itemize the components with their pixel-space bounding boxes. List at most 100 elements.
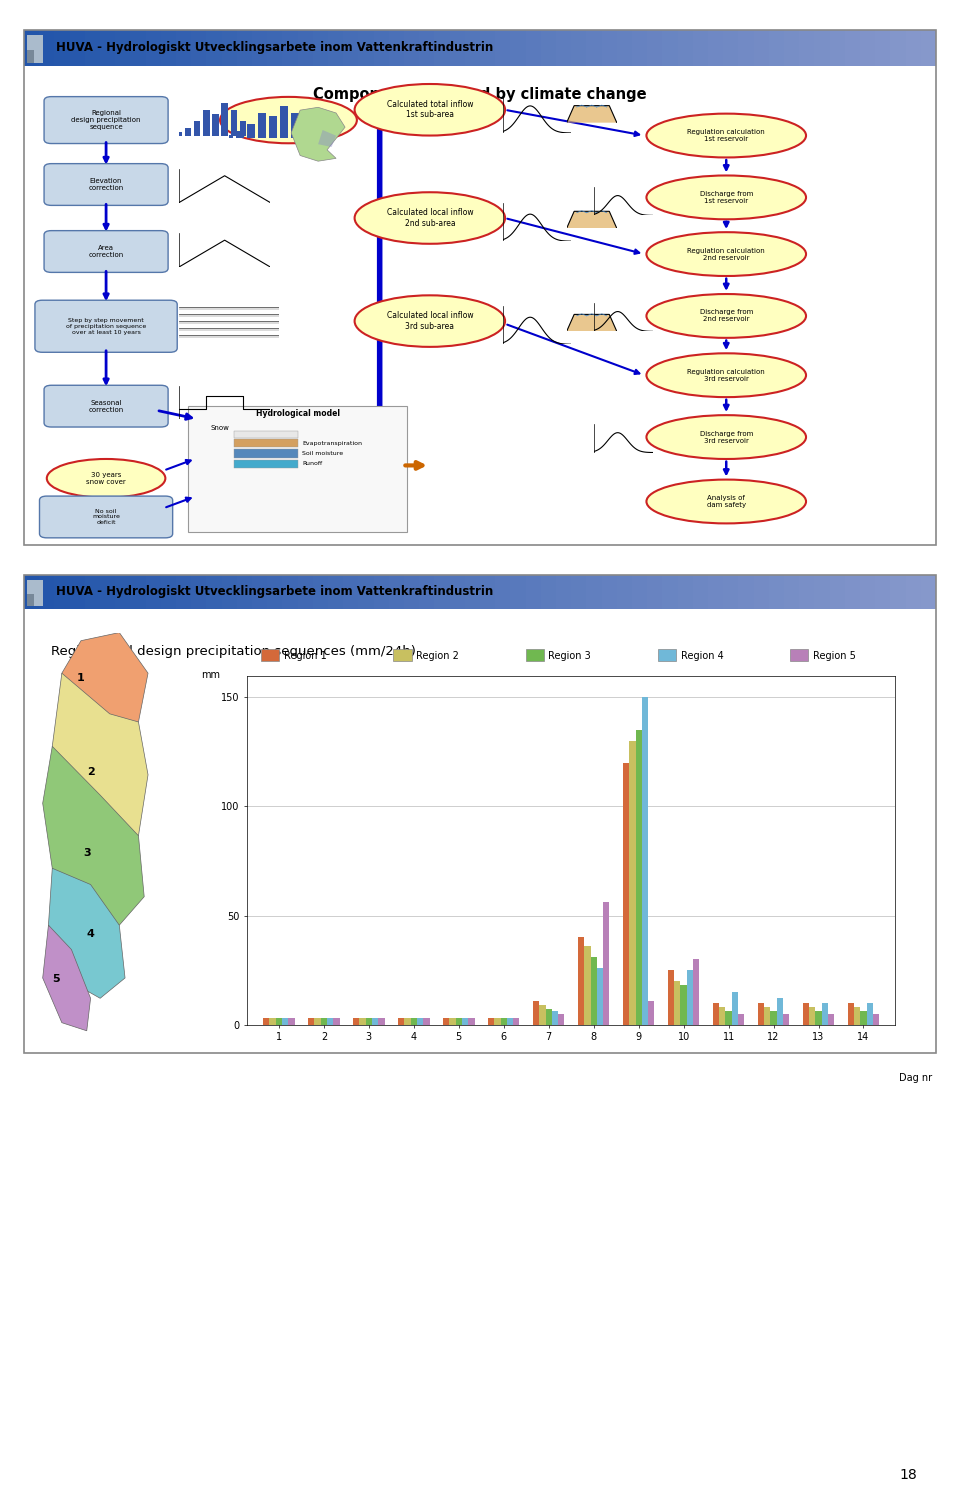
FancyBboxPatch shape xyxy=(921,575,938,608)
FancyBboxPatch shape xyxy=(131,575,148,608)
FancyBboxPatch shape xyxy=(84,30,102,66)
Ellipse shape xyxy=(646,232,806,276)
Text: Analysis of
dam safety: Analysis of dam safety xyxy=(707,495,746,508)
FancyBboxPatch shape xyxy=(814,575,831,608)
FancyBboxPatch shape xyxy=(662,30,680,66)
FancyBboxPatch shape xyxy=(480,30,497,66)
Ellipse shape xyxy=(354,296,505,347)
FancyBboxPatch shape xyxy=(24,30,41,66)
Text: Area
correction: Area correction xyxy=(88,245,124,258)
Text: Discharge from
2nd reservoir: Discharge from 2nd reservoir xyxy=(700,309,753,323)
FancyBboxPatch shape xyxy=(540,575,558,608)
Text: Regulation calculation
2nd reservoir: Regulation calculation 2nd reservoir xyxy=(687,248,765,260)
Text: Regulation calculation
1st reservoir: Regulation calculation 1st reservoir xyxy=(687,128,765,142)
FancyBboxPatch shape xyxy=(495,575,513,608)
FancyBboxPatch shape xyxy=(571,30,588,66)
FancyBboxPatch shape xyxy=(845,575,862,608)
Text: Seasonal
correction: Seasonal correction xyxy=(88,399,124,412)
Ellipse shape xyxy=(646,294,806,338)
Ellipse shape xyxy=(646,353,806,397)
FancyBboxPatch shape xyxy=(394,650,412,662)
FancyBboxPatch shape xyxy=(176,575,193,608)
FancyBboxPatch shape xyxy=(678,30,695,66)
FancyBboxPatch shape xyxy=(860,575,877,608)
FancyBboxPatch shape xyxy=(526,650,543,662)
FancyBboxPatch shape xyxy=(313,30,330,66)
FancyBboxPatch shape xyxy=(44,230,168,272)
FancyBboxPatch shape xyxy=(222,575,239,608)
FancyBboxPatch shape xyxy=(328,575,345,608)
FancyBboxPatch shape xyxy=(373,30,391,66)
FancyBboxPatch shape xyxy=(738,30,756,66)
FancyBboxPatch shape xyxy=(449,30,467,66)
FancyBboxPatch shape xyxy=(480,575,497,608)
FancyBboxPatch shape xyxy=(35,300,178,353)
FancyBboxPatch shape xyxy=(602,30,618,66)
FancyBboxPatch shape xyxy=(404,575,421,608)
FancyBboxPatch shape xyxy=(44,164,168,205)
Text: Region 2: Region 2 xyxy=(417,650,459,660)
FancyBboxPatch shape xyxy=(465,30,482,66)
FancyBboxPatch shape xyxy=(658,650,676,662)
FancyBboxPatch shape xyxy=(24,575,41,608)
FancyBboxPatch shape xyxy=(389,575,406,608)
Text: Region 1: Region 1 xyxy=(284,650,326,660)
Text: Discharge from
1st reservoir: Discharge from 1st reservoir xyxy=(700,191,753,203)
FancyBboxPatch shape xyxy=(234,439,298,447)
FancyBboxPatch shape xyxy=(571,575,588,608)
Text: Hydrological model: Hydrological model xyxy=(255,409,340,418)
FancyBboxPatch shape xyxy=(282,575,300,608)
FancyBboxPatch shape xyxy=(55,30,71,66)
FancyBboxPatch shape xyxy=(298,30,315,66)
Ellipse shape xyxy=(354,84,505,136)
FancyBboxPatch shape xyxy=(160,575,178,608)
Text: Region 5: Region 5 xyxy=(813,650,855,660)
FancyBboxPatch shape xyxy=(556,30,573,66)
Text: 18: 18 xyxy=(900,1469,917,1482)
FancyBboxPatch shape xyxy=(708,30,725,66)
Text: Region 4: Region 4 xyxy=(681,650,724,660)
FancyBboxPatch shape xyxy=(617,575,634,608)
FancyBboxPatch shape xyxy=(146,30,162,66)
Text: HUVA - Hydrologiskt Utvecklingsarbete inom Vattenkraftindustrin: HUVA - Hydrologiskt Utvecklingsarbete in… xyxy=(56,42,493,54)
FancyBboxPatch shape xyxy=(237,575,253,608)
FancyBboxPatch shape xyxy=(556,575,573,608)
FancyBboxPatch shape xyxy=(540,30,558,66)
FancyBboxPatch shape xyxy=(27,34,43,63)
FancyBboxPatch shape xyxy=(434,30,451,66)
FancyBboxPatch shape xyxy=(678,575,695,608)
FancyBboxPatch shape xyxy=(328,30,345,66)
FancyBboxPatch shape xyxy=(27,595,34,607)
FancyBboxPatch shape xyxy=(434,575,451,608)
FancyBboxPatch shape xyxy=(891,30,907,66)
FancyBboxPatch shape xyxy=(921,30,938,66)
FancyBboxPatch shape xyxy=(769,575,786,608)
Text: Step by step movement
of precipitation sequence
over at least 10 years: Step by step movement of precipitation s… xyxy=(66,318,146,335)
FancyBboxPatch shape xyxy=(404,30,421,66)
FancyBboxPatch shape xyxy=(693,30,709,66)
FancyBboxPatch shape xyxy=(708,575,725,608)
FancyBboxPatch shape xyxy=(160,30,178,66)
FancyBboxPatch shape xyxy=(267,30,284,66)
FancyBboxPatch shape xyxy=(602,575,618,608)
FancyBboxPatch shape xyxy=(829,30,847,66)
FancyBboxPatch shape xyxy=(100,30,117,66)
FancyBboxPatch shape xyxy=(206,575,224,608)
FancyBboxPatch shape xyxy=(876,575,892,608)
FancyBboxPatch shape xyxy=(191,575,208,608)
FancyBboxPatch shape xyxy=(465,575,482,608)
FancyBboxPatch shape xyxy=(39,575,57,608)
FancyBboxPatch shape xyxy=(69,30,86,66)
FancyBboxPatch shape xyxy=(131,30,148,66)
FancyBboxPatch shape xyxy=(754,575,771,608)
FancyBboxPatch shape xyxy=(723,30,740,66)
Text: Calculated local inflow
2nd sub-area: Calculated local inflow 2nd sub-area xyxy=(387,208,473,227)
Ellipse shape xyxy=(646,175,806,220)
Text: Regulation calculation
3rd reservoir: Regulation calculation 3rd reservoir xyxy=(687,369,765,382)
FancyBboxPatch shape xyxy=(769,30,786,66)
FancyBboxPatch shape xyxy=(799,575,816,608)
FancyBboxPatch shape xyxy=(891,575,907,608)
FancyBboxPatch shape xyxy=(845,30,862,66)
FancyBboxPatch shape xyxy=(176,30,193,66)
Ellipse shape xyxy=(646,480,806,523)
